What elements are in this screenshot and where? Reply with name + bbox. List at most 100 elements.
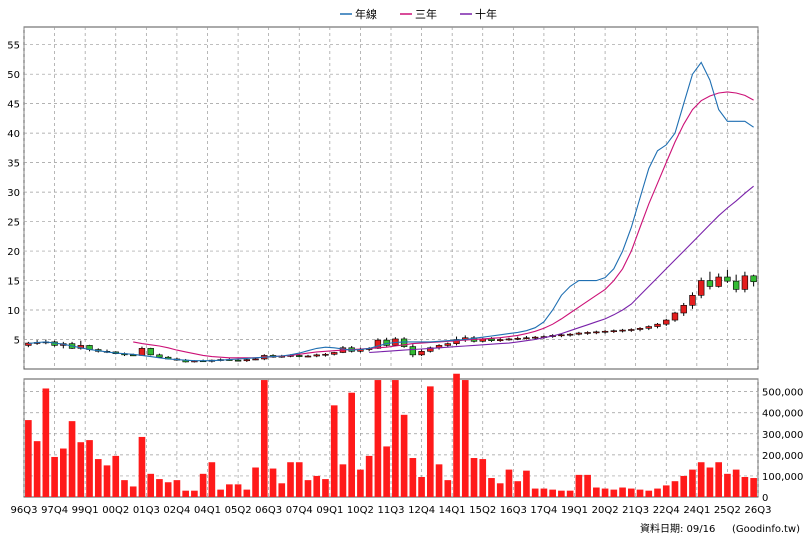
candle-body	[488, 338, 495, 341]
volume-bar	[724, 473, 731, 497]
candle-body	[584, 332, 591, 334]
x-tick-label: 15Q2	[469, 505, 496, 516]
price-tick-label: 55	[7, 41, 20, 52]
volume-bar	[234, 484, 242, 497]
legend-label-0: 年線	[355, 7, 377, 21]
candle-body	[575, 332, 583, 335]
price-tick-label: 30	[7, 188, 20, 199]
volume-bar	[392, 380, 399, 497]
candle-body	[750, 275, 757, 283]
volume-bar	[86, 440, 93, 497]
volume-bar	[68, 421, 76, 497]
volume-bar	[25, 420, 32, 497]
volume-bar	[418, 476, 425, 497]
candle-body	[427, 347, 434, 352]
price-tick-label: 50	[7, 70, 20, 81]
candle-body	[663, 319, 670, 325]
candle-body	[313, 354, 320, 357]
volume-bar	[750, 478, 757, 497]
candle-body	[252, 358, 259, 361]
candle-body	[671, 312, 679, 321]
volume-bar	[164, 482, 172, 497]
candle-body	[698, 280, 705, 296]
volume-bar	[138, 436, 146, 497]
x-tick-label: 09Q1	[316, 505, 343, 516]
candle-body	[654, 323, 661, 327]
volume-bar	[339, 464, 347, 497]
volume-bar	[51, 456, 58, 497]
x-tick-label: 26Q3	[745, 505, 772, 516]
volume-bar	[217, 489, 224, 497]
volume-bar	[77, 442, 85, 497]
volume-bar	[435, 464, 443, 497]
volume-bar	[33, 441, 41, 497]
volume-bar	[715, 462, 722, 497]
volume-bar	[732, 469, 740, 497]
candle-body	[610, 330, 618, 332]
volume-bar	[112, 455, 120, 497]
x-tick-label: 11Q3	[378, 505, 405, 516]
volume-bar	[103, 465, 111, 497]
candle-body	[680, 305, 687, 314]
candle-body	[636, 328, 644, 330]
volume-bar	[129, 486, 137, 497]
volume-bar	[365, 455, 373, 497]
candle-body	[558, 334, 565, 337]
volume-bar	[575, 474, 583, 497]
x-tick-label: 17Q4	[530, 505, 557, 516]
candle-body	[374, 339, 382, 349]
volume-bar	[330, 405, 338, 497]
volume-bar	[260, 380, 268, 497]
volume-bar	[147, 473, 155, 497]
x-tick-label: 06Q3	[255, 505, 282, 516]
volume-bar	[645, 490, 653, 497]
candle-body	[619, 329, 626, 332]
candle-body	[601, 330, 609, 333]
x-tick-label: 04Q1	[194, 505, 221, 516]
volume-tick-label: 100,000	[762, 472, 803, 483]
candle-body	[147, 348, 154, 356]
volume-bar	[199, 473, 207, 497]
candle-body	[156, 354, 163, 358]
x-tick-label: 22Q4	[653, 505, 680, 516]
volume-bar	[671, 481, 679, 497]
x-tick-label: 25Q2	[714, 505, 741, 516]
candle-body	[715, 276, 722, 287]
x-tick-label: 05Q2	[225, 505, 252, 516]
volume-bar	[444, 480, 452, 497]
candle-body	[296, 355, 303, 357]
volume-bar	[479, 459, 487, 497]
footer-source: (Goodinfo.tw)	[732, 524, 800, 535]
volume-bar	[496, 483, 504, 497]
volume-bar	[427, 386, 434, 497]
volume-bar	[226, 484, 233, 497]
candle-body	[689, 294, 696, 306]
x-tick-label: 21Q3	[622, 505, 649, 516]
candle-body	[234, 359, 242, 362]
candle-body	[732, 280, 740, 290]
price-tick-label: 35	[7, 159, 20, 170]
price-tick-label: 40	[7, 129, 20, 140]
candle-body	[418, 351, 425, 356]
candle-body	[138, 348, 146, 356]
candle-body	[331, 352, 338, 355]
candle-body	[453, 339, 460, 344]
candle-body	[505, 338, 513, 341]
volume-bar	[243, 489, 251, 497]
volume-bar	[593, 487, 600, 497]
volume-bar	[383, 446, 390, 497]
footer-date-label: 資料日期: 09/16	[640, 522, 715, 535]
x-tick-label: 97Q4	[41, 505, 68, 516]
volume-bar	[269, 468, 277, 497]
volume-bar	[287, 462, 294, 497]
candle-body	[593, 331, 600, 334]
volume-bar	[654, 488, 661, 497]
volume-bar	[540, 488, 548, 497]
price-tick-label: 25	[7, 218, 20, 229]
volume-bar	[706, 467, 714, 497]
volume-bar	[470, 458, 478, 497]
volume-bar	[409, 458, 417, 497]
volume-tick-label: 300,000	[762, 430, 803, 441]
volume-bar	[304, 480, 312, 497]
